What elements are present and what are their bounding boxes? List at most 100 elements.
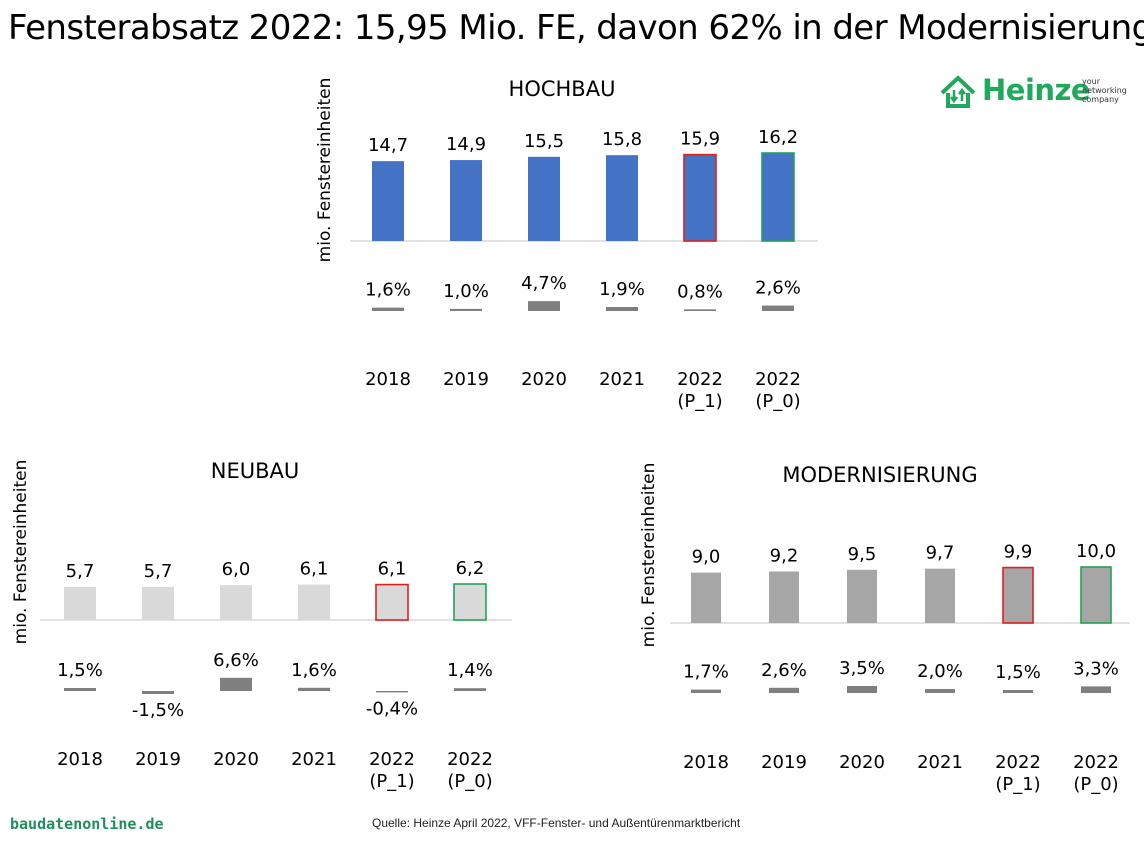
- bar: [375, 583, 409, 621]
- category-label: 2019: [761, 752, 807, 773]
- growth-bar: [847, 686, 877, 693]
- growth-bar: [220, 677, 252, 691]
- bar-value-label: 14,7: [368, 135, 408, 156]
- growth-bar: [925, 689, 955, 693]
- growth-bar: [142, 691, 174, 694]
- category-label: 2022: [447, 749, 493, 770]
- bar-value-label: 15,8: [602, 129, 642, 150]
- bar-value-label: 6,1: [378, 559, 407, 580]
- category-label: 2021: [599, 369, 645, 390]
- growth-bar: [298, 687, 330, 691]
- category-label: 2020: [213, 749, 259, 770]
- growth-label: 6,6%: [213, 650, 259, 671]
- growth-label: 2,0%: [917, 661, 963, 682]
- growth-bar: [372, 307, 404, 311]
- y-axis-label: mio. Fenstereinheiten: [315, 78, 335, 263]
- growth-label: 3,5%: [839, 658, 885, 679]
- heinze-logo-icon: [940, 75, 976, 108]
- growth-label: 3,3%: [1073, 658, 1119, 679]
- category-label: 2022: [1073, 752, 1119, 773]
- chart-title: NEUBAU: [211, 459, 300, 483]
- bar: [64, 586, 96, 620]
- footer-source: Quelle: Heinze April 2022, VFF-Fenster- …: [372, 816, 741, 830]
- growth-bar: [691, 689, 721, 693]
- bar-value-label: 9,2: [770, 545, 799, 566]
- growth-label: 1,6%: [291, 660, 337, 681]
- category-label: 2019: [135, 749, 181, 770]
- bar: [769, 571, 799, 623]
- chart-neubau: NEUBAU mio. Fenstereinheiten 5,7 1,5% 2018 5,…: [11, 459, 512, 792]
- bar: [925, 568, 955, 623]
- logo-name: Heinze: [982, 73, 1091, 107]
- growth-bar: [1081, 686, 1111, 693]
- category-label: (P_1): [995, 774, 1040, 795]
- bar-value-label: 16,2: [758, 127, 798, 148]
- bar-value-label: 9,5: [848, 544, 877, 565]
- growth-label: -1,5%: [132, 700, 184, 721]
- bar-value-label: 9,0: [692, 547, 721, 568]
- footer-site: baudatenonline.de: [10, 815, 164, 833]
- category-label: 2020: [521, 369, 567, 390]
- chart-modernisierung: MODERNISIERUNG mio. Fenstereinheiten 9,0 1,…: [639, 463, 1130, 795]
- heinze-logo: Heinze your networking company: [940, 72, 1140, 114]
- growth-label: 1,5%: [57, 660, 103, 681]
- page-title: Fensterabsatz 2022: 15,95 Mio. FE, davon…: [8, 8, 1144, 48]
- growth-label: 1,4%: [447, 660, 493, 681]
- category-label: (P_0): [447, 771, 492, 792]
- bar-value-label: 5,7: [144, 561, 173, 582]
- bar: [1080, 566, 1112, 624]
- growth-label: 1,9%: [599, 279, 645, 300]
- bar-value-label: 9,7: [926, 543, 955, 564]
- chart-hochbau: HOCHBAU mio. Fenstereinheiten 14,7 1,6% 2018…: [315, 77, 818, 412]
- category-label: (P_1): [677, 391, 722, 412]
- growth-label: 1,5%: [995, 662, 1041, 683]
- growth-bar: [684, 309, 716, 311]
- growth-bar: [769, 687, 799, 693]
- bar-value-label: 6,1: [300, 559, 329, 580]
- category-label: (P_0): [755, 391, 800, 412]
- bar-value-label: 14,9: [446, 134, 486, 155]
- growth-label: 4,7%: [521, 273, 567, 294]
- category-label: 2022: [755, 369, 801, 390]
- category-label: 2018: [57, 749, 103, 770]
- bar: [453, 583, 487, 621]
- bar: [847, 569, 877, 623]
- bar-value-label: 6,0: [222, 559, 251, 580]
- growth-bar: [450, 308, 482, 311]
- growth-label: -0,4%: [366, 698, 418, 719]
- bar: [372, 161, 404, 241]
- bar-value-label: 5,7: [66, 561, 95, 582]
- category-label: 2022: [677, 369, 723, 390]
- growth-label: 1,7%: [683, 662, 729, 683]
- category-label: 2022: [369, 749, 415, 770]
- category-label: 2018: [683, 752, 729, 773]
- bar-value-label: 6,2: [456, 558, 485, 579]
- category-label: 2022: [995, 752, 1041, 773]
- bar: [683, 153, 717, 242]
- y-axis-label: mio. Fenstereinheiten: [11, 460, 31, 645]
- bar: [220, 585, 252, 620]
- bar: [142, 586, 174, 620]
- bar-value-label: 15,5: [524, 131, 564, 152]
- logo-tagline: your networking company: [1082, 77, 1127, 104]
- category-label: 2018: [365, 369, 411, 390]
- category-label: 2021: [291, 749, 337, 770]
- chart-title: HOCHBAU: [509, 77, 616, 101]
- growth-bar: [528, 301, 560, 311]
- bar: [450, 160, 482, 241]
- category-label: 2021: [917, 752, 963, 773]
- y-axis-label: mio. Fenstereinheiten: [639, 463, 659, 648]
- growth-bar: [762, 305, 794, 311]
- bar: [691, 572, 721, 623]
- category-label: (P_0): [1073, 774, 1118, 795]
- growth-bar: [454, 688, 486, 691]
- growth-bar: [1003, 690, 1033, 693]
- category-label: (P_1): [369, 771, 414, 792]
- growth-label: 2,6%: [755, 278, 801, 299]
- growth-label: 2,6%: [761, 660, 807, 681]
- growth-label: 0,8%: [677, 281, 723, 302]
- bar-value-label: 15,9: [680, 129, 720, 150]
- bar-value-label: 9,9: [1004, 542, 1033, 563]
- bar: [1002, 566, 1034, 624]
- growth-label: 1,6%: [365, 280, 411, 301]
